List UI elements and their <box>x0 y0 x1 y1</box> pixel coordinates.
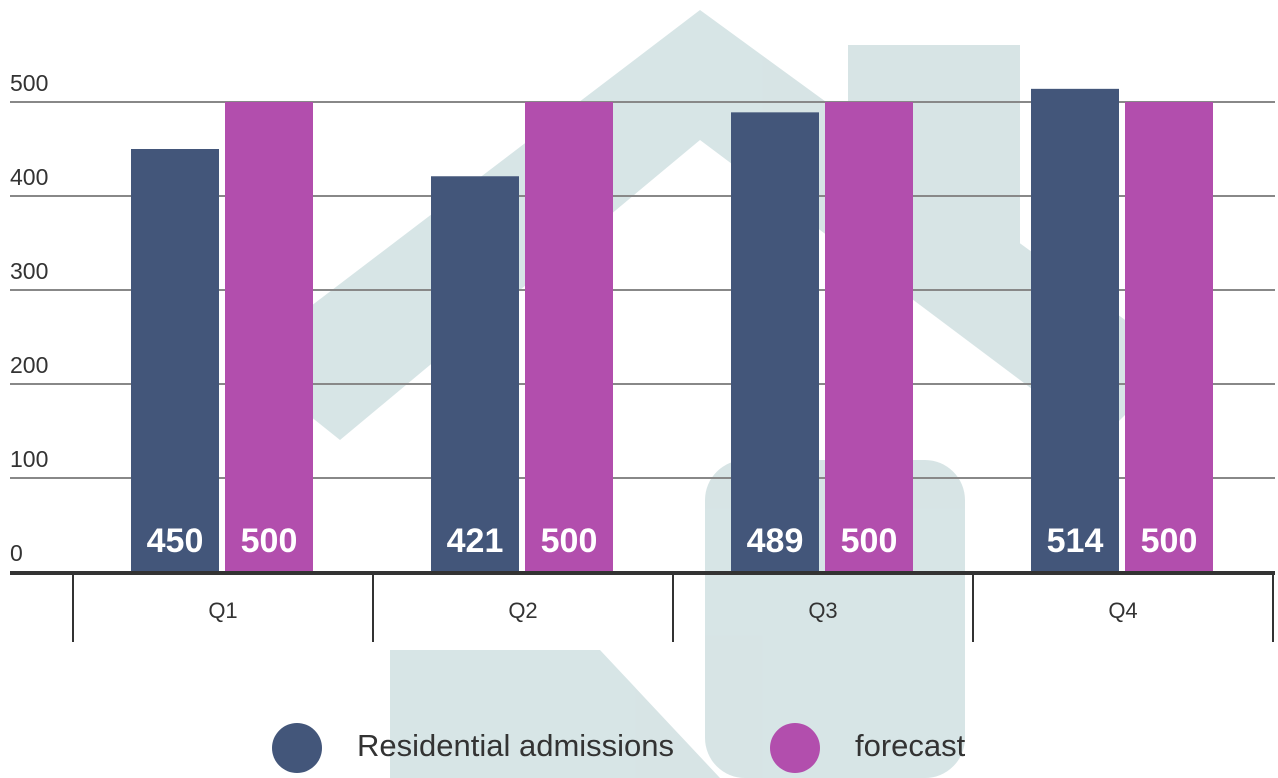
y-tick-label: 200 <box>10 352 48 378</box>
y-tick-label: 400 <box>10 164 48 190</box>
y-tick-label: 0 <box>10 540 23 566</box>
x-tick-label: Q3 <box>808 598 837 623</box>
value-label: 500 <box>841 522 898 560</box>
x-tick-label: Q1 <box>208 598 237 623</box>
bar <box>825 102 913 572</box>
legend-swatch <box>272 723 322 773</box>
legend-swatch <box>770 723 820 773</box>
bar <box>431 176 519 572</box>
x-tick-label: Q4 <box>1108 598 1137 623</box>
value-label: 450 <box>147 522 204 560</box>
y-tick-label: 100 <box>10 446 48 472</box>
bar <box>225 102 313 572</box>
value-label: 500 <box>1141 522 1198 560</box>
x-tick-label: Q2 <box>508 598 537 623</box>
bar <box>525 102 613 572</box>
y-tick-label: 500 <box>10 70 48 96</box>
legend-label: forecast <box>855 728 966 763</box>
value-label: 500 <box>241 522 298 560</box>
legend-label: Residential admissions <box>357 728 674 763</box>
value-label: 514 <box>1047 522 1104 560</box>
bar <box>1031 88 1119 572</box>
value-label: 421 <box>447 522 504 560</box>
y-tick-label: 300 <box>10 258 48 284</box>
bar <box>131 149 219 572</box>
value-label: 489 <box>747 522 804 560</box>
bar <box>1125 102 1213 572</box>
bar <box>731 112 819 572</box>
value-label: 500 <box>541 522 598 560</box>
